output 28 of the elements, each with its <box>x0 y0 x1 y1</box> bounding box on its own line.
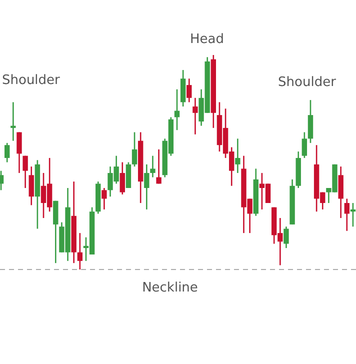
candlestick <box>120 162 125 196</box>
candlestick <box>180 69 186 108</box>
candlestick <box>4 142 10 163</box>
candlestick <box>10 102 16 142</box>
candlestick <box>186 78 192 103</box>
candlestick <box>338 166 344 219</box>
candlestick <box>22 155 28 189</box>
candlestick <box>192 97 198 136</box>
candlestick <box>16 132 22 174</box>
ref-line-label: Neckline <box>142 280 198 296</box>
candlestick <box>77 232 83 270</box>
annotation: Shoulder <box>278 75 337 90</box>
candlestick <box>53 200 58 264</box>
annotation: Shoulder <box>2 73 61 88</box>
candlestick <box>102 187 107 210</box>
candlestick <box>284 226 289 249</box>
candlestick <box>235 138 240 174</box>
candlestick <box>144 164 150 210</box>
candlestick <box>132 132 138 168</box>
candlestick <box>126 162 132 189</box>
candlestick <box>174 88 180 131</box>
candlestick <box>302 132 308 159</box>
candlestick <box>344 198 350 232</box>
candlestick <box>150 155 156 178</box>
candlestick <box>308 99 314 144</box>
text: Head <box>190 32 224 47</box>
candlestick <box>28 166 34 206</box>
candlestick <box>156 148 162 184</box>
